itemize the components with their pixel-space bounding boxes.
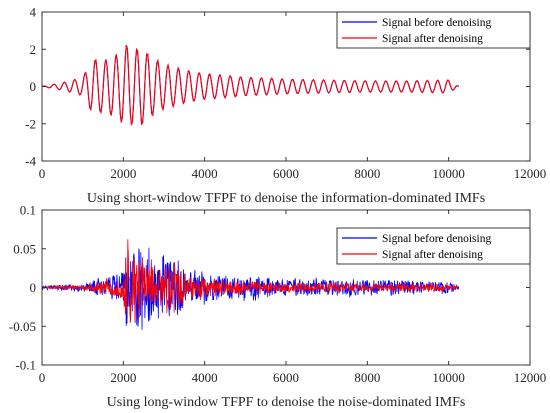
y-tick-label: 4 — [30, 5, 37, 20]
plot-lines — [42, 45, 460, 126]
series-after-denoising-line — [42, 45, 460, 126]
x-tick-label: 10000 — [432, 166, 465, 181]
series-before-denoising-line — [42, 45, 460, 126]
x-axis-label: Using long-window TFPF to denoise the no… — [107, 395, 466, 410]
x-tick-label: 6000 — [273, 166, 299, 181]
x-tick-label: 10000 — [432, 370, 465, 385]
x-tick-label: 12000 — [514, 166, 547, 181]
x-axis-label: Using short-window TFPF to denoise the i… — [87, 191, 485, 206]
legend-box — [336, 11, 531, 49]
series-after-denoising-line — [42, 239, 460, 323]
x-tick-label: 0 — [39, 166, 46, 181]
x-tick-label: 6000 — [273, 370, 299, 385]
bottom-chart: 0 2000 4000 6000 8000 10000 12000 0.1 0.05 0 -0.05… — [9, 203, 546, 411]
y-tick-label: 0.05 — [13, 241, 36, 256]
top-chart: 0 2000 4000 6000 8000 10000 12000 4 2 0 -2 -4 Using … — [25, 5, 546, 207]
plot-lines — [42, 239, 460, 330]
y-tick-label: -4 — [25, 154, 36, 169]
y-tick-label: -2 — [25, 116, 36, 131]
y-tick-label: 0 — [30, 280, 37, 295]
y-tick-label: 0.1 — [20, 203, 36, 218]
x-tick-label: 8000 — [354, 166, 380, 181]
x-tick-label: 12000 — [514, 370, 547, 385]
legend-label: Signal after denoising — [382, 33, 483, 45]
legend-label: Signal before denoising — [382, 233, 491, 245]
legend: Signal before denoising Signal after deno… — [336, 227, 531, 265]
x-tick-label: 4000 — [192, 370, 218, 385]
x-tick-label: 2000 — [110, 370, 136, 385]
y-tick-label: 2 — [30, 42, 37, 57]
legend-box — [336, 227, 531, 265]
y-tick-label: 0 — [30, 79, 37, 94]
y-tick-label: -0.1 — [15, 358, 36, 373]
legend-label: Signal before denoising — [382, 17, 491, 29]
y-tick-label: -0.05 — [9, 319, 36, 334]
legend: Signal before denoising Signal after deno… — [336, 11, 531, 49]
x-tick-label: 0 — [39, 370, 46, 385]
x-tick-label: 4000 — [192, 166, 218, 181]
x-tick-label: 2000 — [110, 166, 136, 181]
x-tick-label: 8000 — [354, 370, 380, 385]
legend-label: Signal after denoising — [382, 249, 483, 261]
